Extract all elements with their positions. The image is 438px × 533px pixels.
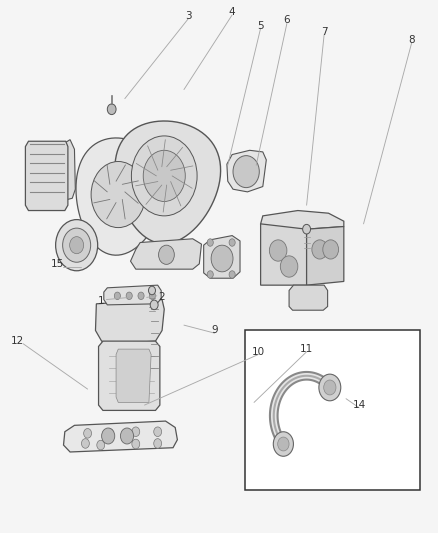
Circle shape: [303, 224, 311, 234]
Circle shape: [273, 432, 293, 456]
Circle shape: [132, 439, 140, 449]
Polygon shape: [227, 150, 266, 192]
Circle shape: [84, 429, 92, 438]
Text: 1: 1: [97, 296, 104, 306]
Circle shape: [159, 245, 174, 264]
Circle shape: [114, 292, 120, 300]
Circle shape: [229, 239, 235, 246]
Polygon shape: [76, 138, 163, 255]
Polygon shape: [116, 349, 151, 402]
Circle shape: [107, 104, 116, 115]
Circle shape: [70, 237, 84, 254]
Circle shape: [138, 292, 144, 300]
Polygon shape: [25, 141, 68, 211]
FancyBboxPatch shape: [245, 330, 420, 490]
Text: 4: 4: [229, 7, 236, 17]
Polygon shape: [289, 285, 328, 310]
Text: 5: 5: [257, 21, 264, 30]
Circle shape: [106, 429, 113, 438]
Text: 9: 9: [211, 326, 218, 335]
Circle shape: [278, 437, 289, 451]
Circle shape: [56, 220, 98, 271]
Circle shape: [312, 240, 328, 259]
Circle shape: [323, 240, 339, 259]
Circle shape: [91, 161, 145, 228]
Text: 2: 2: [159, 293, 166, 302]
Polygon shape: [99, 341, 160, 410]
Circle shape: [280, 256, 298, 277]
Circle shape: [233, 156, 259, 188]
Circle shape: [102, 428, 115, 444]
Polygon shape: [131, 239, 201, 269]
Text: 6: 6: [283, 15, 290, 25]
Circle shape: [143, 150, 185, 201]
Circle shape: [207, 239, 213, 246]
Circle shape: [120, 428, 134, 444]
Text: 11: 11: [300, 344, 313, 354]
Circle shape: [211, 245, 233, 272]
Text: 7: 7: [321, 27, 328, 37]
Text: 12: 12: [11, 336, 24, 346]
Circle shape: [63, 228, 91, 262]
Circle shape: [229, 271, 235, 278]
Polygon shape: [261, 211, 344, 229]
Text: 3: 3: [185, 11, 192, 21]
Text: 14: 14: [353, 400, 366, 410]
Text: 10: 10: [252, 347, 265, 357]
Circle shape: [150, 300, 158, 310]
Polygon shape: [95, 300, 164, 344]
Circle shape: [148, 286, 155, 295]
Circle shape: [97, 440, 105, 450]
Polygon shape: [104, 285, 161, 305]
Circle shape: [324, 380, 336, 395]
Polygon shape: [307, 227, 344, 285]
Circle shape: [81, 439, 89, 448]
Polygon shape: [64, 421, 177, 452]
Circle shape: [154, 439, 162, 448]
Circle shape: [126, 292, 132, 300]
Circle shape: [319, 374, 341, 401]
Polygon shape: [115, 121, 221, 244]
Circle shape: [131, 136, 197, 216]
Circle shape: [149, 292, 155, 300]
Circle shape: [132, 427, 140, 437]
Polygon shape: [261, 224, 307, 285]
Text: 15: 15: [50, 259, 64, 269]
Circle shape: [154, 427, 162, 437]
Polygon shape: [204, 236, 240, 278]
Circle shape: [269, 240, 287, 261]
Text: 8: 8: [408, 35, 415, 45]
Circle shape: [207, 271, 213, 278]
Polygon shape: [48, 140, 75, 203]
